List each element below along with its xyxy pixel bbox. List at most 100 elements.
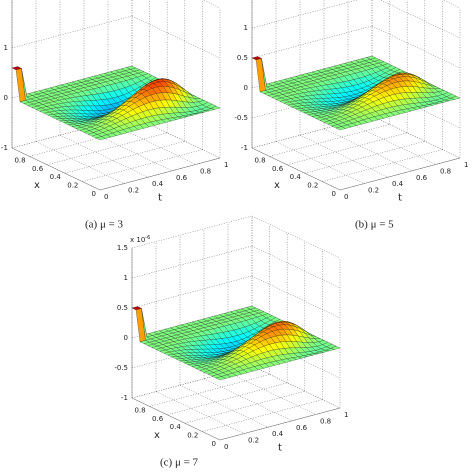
- grid-line: [64, 140, 185, 174]
- x-tick-label: 0.8: [14, 156, 25, 164]
- z-tick-label: 0: [244, 84, 248, 92]
- grid-line: [167, 382, 288, 416]
- x-tick-label: 0.6: [152, 415, 164, 423]
- surface-cell: [95, 136, 106, 141]
- grid-line: [251, 245, 341, 289]
- x-tick-label: 0.2: [307, 182, 318, 190]
- t-tick-label: 0.6: [296, 424, 308, 432]
- t-tick-label: 0: [344, 193, 348, 201]
- caption: (b) μ = 5: [355, 219, 394, 231]
- surface-cell: [335, 126, 346, 131]
- z-tick-label: 1: [124, 274, 128, 282]
- z-tick-label: 2: [4, 0, 8, 2]
- x-tick-label: 0.8: [134, 406, 145, 414]
- z-tick-label: 1.5: [237, 0, 248, 2]
- z-tick-label: 0: [124, 334, 128, 342]
- x-tick-label: 0.4: [50, 173, 62, 181]
- z-tick-label: -1: [121, 394, 128, 402]
- z-tick-label: 1: [4, 44, 8, 52]
- axis-line: [131, 397, 221, 441]
- t-tick-label: 1: [464, 161, 468, 169]
- grid-line: [304, 140, 425, 174]
- x-axis-label: x: [34, 180, 40, 191]
- z-tick-label: 0.5: [117, 304, 128, 312]
- x-axis-label: x: [154, 430, 160, 441]
- axis-line: [219, 407, 341, 441]
- surface-plot: 1.510.50-0.5-10.80.60.40.2000.20.40.60.8…: [234, 0, 468, 231]
- z-tick-label: 1: [244, 24, 248, 32]
- grid-line: [131, 275, 253, 309]
- caption: (c) μ = 7: [160, 457, 199, 469]
- grid-line: [287, 132, 408, 166]
- grid-line: [131, 245, 253, 279]
- axis-line: [11, 147, 101, 191]
- grid-line: [82, 149, 203, 182]
- t-tick-label: 0.8: [200, 167, 211, 175]
- t-axis-label: t: [158, 193, 162, 204]
- grid-line: [202, 399, 323, 432]
- z-tick-label: -1: [1, 144, 8, 152]
- grid-line: [269, 124, 390, 157]
- grid-line: [149, 374, 270, 407]
- x-tick-label: 0.2: [187, 432, 198, 440]
- z-tick-label: -1: [241, 144, 248, 152]
- z-tick-label: -0.5: [234, 114, 248, 122]
- x-tick-label: 0.8: [254, 156, 265, 164]
- t-tick-label: 0: [104, 193, 108, 201]
- t-axis-label: t: [278, 443, 282, 454]
- grid-line: [371, 25, 461, 69]
- t-tick-label: 0: [224, 443, 228, 451]
- t-axis-label: t: [398, 193, 402, 204]
- z-tick-label: -0.5: [114, 364, 128, 372]
- caption: (a) μ = 3: [85, 219, 124, 231]
- x-tick-label: 0.2: [67, 182, 78, 190]
- x-axis-label: x: [274, 180, 280, 191]
- x-tick-label: 0.4: [170, 423, 182, 431]
- z-tick-label: 0.5: [237, 54, 248, 62]
- t-tick-label: 0.2: [248, 437, 259, 445]
- scale-exponent: -6: [145, 235, 150, 241]
- grid-line: [47, 132, 168, 166]
- t-tick-label: 0.4: [392, 180, 404, 188]
- grid-line: [251, 0, 358, 29]
- x-tick-label: 0: [332, 190, 336, 198]
- x-tick-label: 0.4: [290, 173, 302, 181]
- grid-line: [11, 15, 133, 49]
- grid-line: [251, 25, 373, 59]
- grid-line: [322, 149, 443, 182]
- t-tick-label: 0.2: [368, 187, 379, 195]
- grid-line: [202, 0, 221, 9]
- scale-base: x 10: [130, 236, 145, 244]
- axis-line: [99, 157, 221, 191]
- surface-cell: [215, 376, 226, 381]
- x-tick-label: 0: [212, 440, 216, 448]
- grid-line: [442, 0, 461, 9]
- t-tick-label: 0.6: [176, 174, 188, 182]
- t-tick-label: 0.8: [440, 167, 451, 175]
- axis-line: [251, 147, 341, 191]
- grid-line: [131, 215, 253, 249]
- x-tick-label: 0.6: [272, 165, 284, 173]
- t-tick-label: 0.4: [272, 430, 284, 438]
- grid-line: [184, 390, 305, 424]
- t-tick-label: 0.8: [320, 417, 331, 425]
- grid-line: [251, 215, 341, 259]
- x-tick-label: 0: [92, 190, 96, 198]
- t-tick-label: 0.4: [152, 180, 164, 188]
- grid-line: [379, 0, 461, 39]
- z-tick-label: 1.5: [117, 244, 128, 252]
- axis-line: [339, 157, 461, 191]
- x-tick-label: 0.6: [32, 165, 44, 173]
- t-tick-label: 0.6: [416, 174, 428, 182]
- grid-line: [131, 15, 221, 59]
- t-tick-label: 0.2: [128, 187, 139, 195]
- t-tick-label: 1: [224, 161, 228, 169]
- scale-label: x 10-6: [130, 235, 150, 245]
- t-tick-label: 1: [344, 411, 348, 419]
- grid-line: [251, 275, 341, 319]
- z-tick-label: 0: [4, 94, 8, 102]
